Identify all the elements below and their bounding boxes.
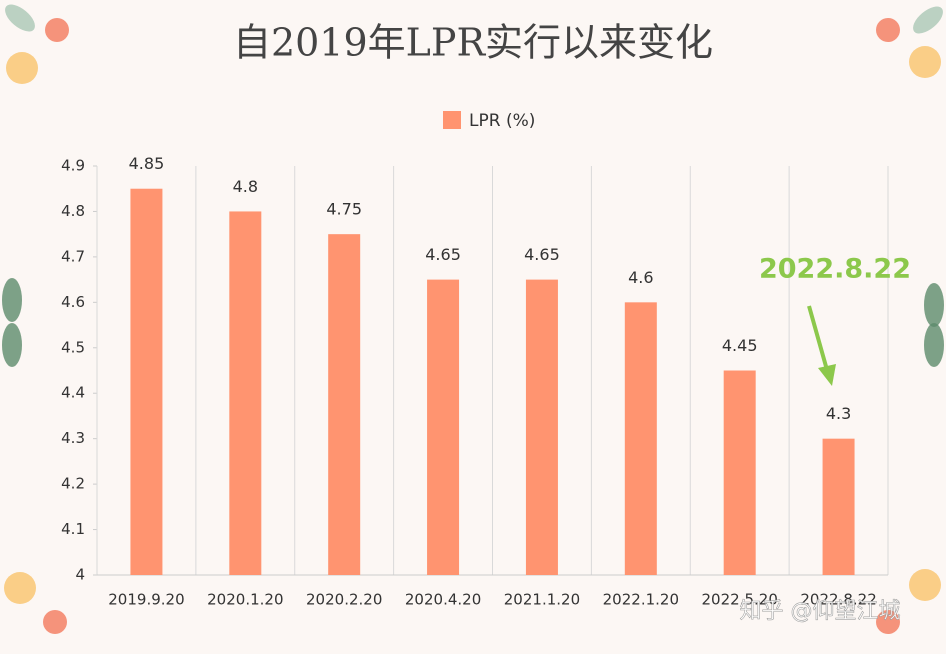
bar [328, 234, 361, 575]
y-tick-label: 4.1 [61, 520, 85, 538]
y-tick-label: 4.5 [61, 338, 85, 356]
legend-swatch [443, 111, 461, 129]
data-label: 4.75 [326, 200, 362, 219]
data-label: 4.3 [826, 404, 851, 423]
x-tick-label: 2019.9.20 [108, 591, 184, 609]
decoration [2, 4, 944, 634]
chart-title: 自2019年LPR实行以来变化 [233, 21, 713, 65]
x-tick-label: 2022.8.22 [800, 591, 876, 609]
y-tick-label: 4.7 [61, 247, 85, 265]
bar [723, 370, 756, 575]
y-tick-label: 4.6 [61, 293, 85, 311]
y-tick-label: 4 [75, 566, 85, 584]
x-tick-label: 2021.1.20 [504, 591, 580, 609]
y-tick-label: 4.2 [61, 475, 85, 493]
bar [130, 188, 163, 575]
legend-label: LPR (%) [469, 111, 535, 131]
x-tick-label: 2020.2.20 [306, 591, 382, 609]
data-label: 4.45 [722, 336, 758, 355]
bar [822, 438, 855, 575]
bar [427, 279, 460, 575]
x-tick-label: 2022.1.20 [603, 591, 679, 609]
y-tick-label: 4.9 [61, 157, 85, 175]
x-tick-label: 2020.4.20 [405, 591, 481, 609]
bar [624, 302, 657, 575]
data-label: 4.8 [233, 177, 258, 196]
bar [229, 211, 262, 575]
y-tick-label: 4.8 [61, 202, 85, 220]
y-tick-label: 4.4 [61, 384, 85, 402]
annotation-arrow [807, 305, 829, 371]
x-tick-label: 2022.5.20 [702, 591, 778, 609]
annotation: 2022.8.22 [759, 254, 911, 285]
annotation-arrowhead [818, 364, 836, 386]
data-label: 4.65 [524, 245, 560, 264]
data-label: 4.6 [628, 268, 653, 287]
data-label: 4.85 [129, 154, 165, 173]
x-tick-label: 2020.1.20 [207, 591, 283, 609]
bar [525, 279, 558, 575]
y-tick-label: 4.3 [61, 429, 85, 447]
data-label: 4.65 [425, 245, 461, 264]
watermark: 知乎 @仰望江城 [740, 599, 901, 624]
